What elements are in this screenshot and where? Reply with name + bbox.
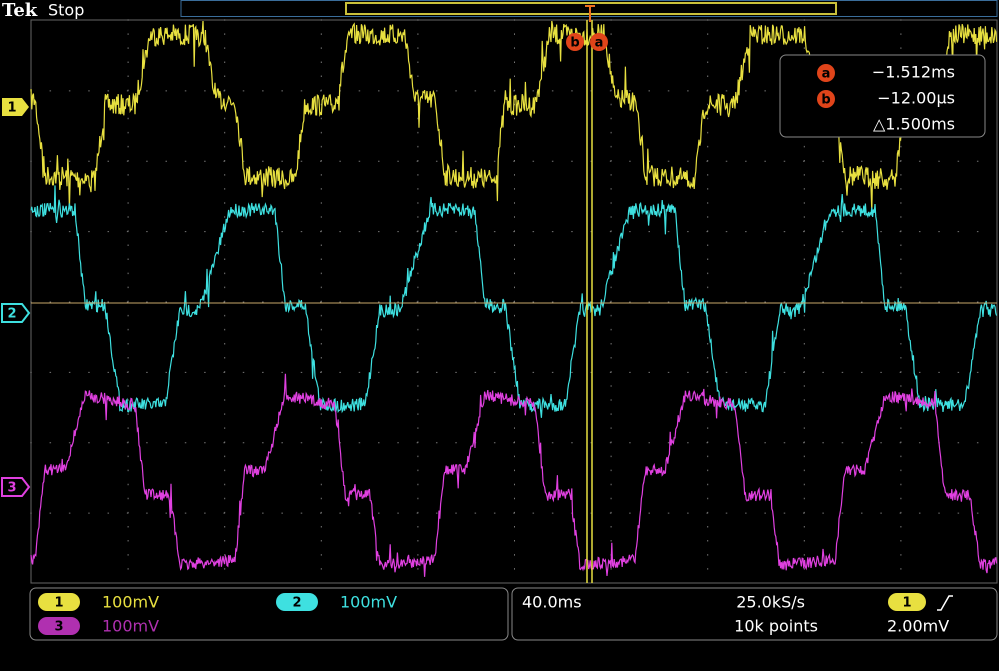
ch3-badge-label: 3 — [54, 620, 63, 635]
ch2-scale: 100mV — [340, 593, 397, 612]
scope-screen: Tek Stop b a 1 2 3 a −1.512ms b −12.00µs… — [0, 0, 999, 671]
ch1-badge-label: 1 — [54, 596, 63, 611]
trigger-level: 2.00mV — [887, 617, 949, 636]
cursor-b-label: b — [570, 36, 579, 51]
time-scale: 40.0ms — [522, 593, 582, 612]
status: Stop — [48, 1, 84, 20]
brand: Tek — [2, 0, 38, 21]
sample-rate: 25.0kS/s — [736, 593, 805, 612]
readout-b-value: −12.00µs — [877, 89, 955, 108]
trigger-source: 1 — [902, 596, 911, 611]
ch3-marker-label: 3 — [7, 481, 16, 496]
readout-a-id: a — [822, 67, 831, 82]
ch1-marker-label: 1 — [7, 101, 16, 116]
readout-delta: △1.500ms — [873, 115, 955, 134]
readout-b-id: b — [821, 93, 830, 108]
readout-a-value: −1.512ms — [872, 63, 955, 82]
ch1-scale: 100mV — [102, 593, 159, 612]
ch2-badge-label: 2 — [292, 596, 301, 611]
cursor-a-label: a — [595, 36, 604, 51]
record-length: 10k points — [734, 617, 818, 636]
ch2-marker-label: 2 — [7, 307, 16, 322]
ch3-scale: 100mV — [102, 617, 159, 636]
